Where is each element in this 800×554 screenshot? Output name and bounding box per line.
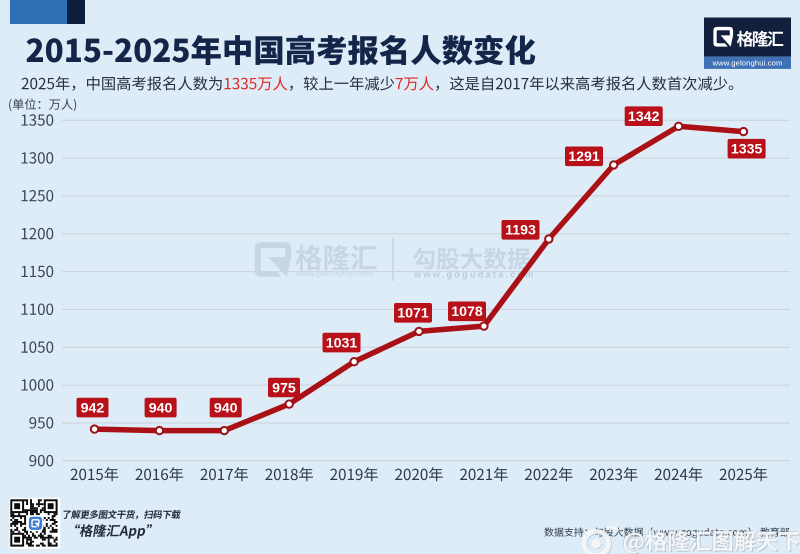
svg-text:1071: 1071 [397, 306, 429, 322]
svg-text:www.gelonghui.com: www.gelonghui.com [711, 58, 782, 67]
svg-text:www.gogudata.com: www.gogudata.com [413, 270, 536, 280]
svg-text:www.gelonghui.com: www.gelonghui.com [295, 268, 373, 278]
svg-text:1078: 1078 [451, 304, 483, 320]
svg-text:940: 940 [149, 400, 173, 416]
svg-text:1342: 1342 [628, 109, 660, 125]
svg-text:942: 942 [81, 400, 105, 416]
svg-text:975: 975 [272, 380, 296, 396]
svg-text:1193: 1193 [505, 223, 536, 239]
svg-text:1291: 1291 [568, 149, 600, 165]
svg-text:1335: 1335 [731, 142, 763, 158]
svg-text:940: 940 [214, 400, 238, 416]
svg-text:1031: 1031 [326, 335, 358, 351]
